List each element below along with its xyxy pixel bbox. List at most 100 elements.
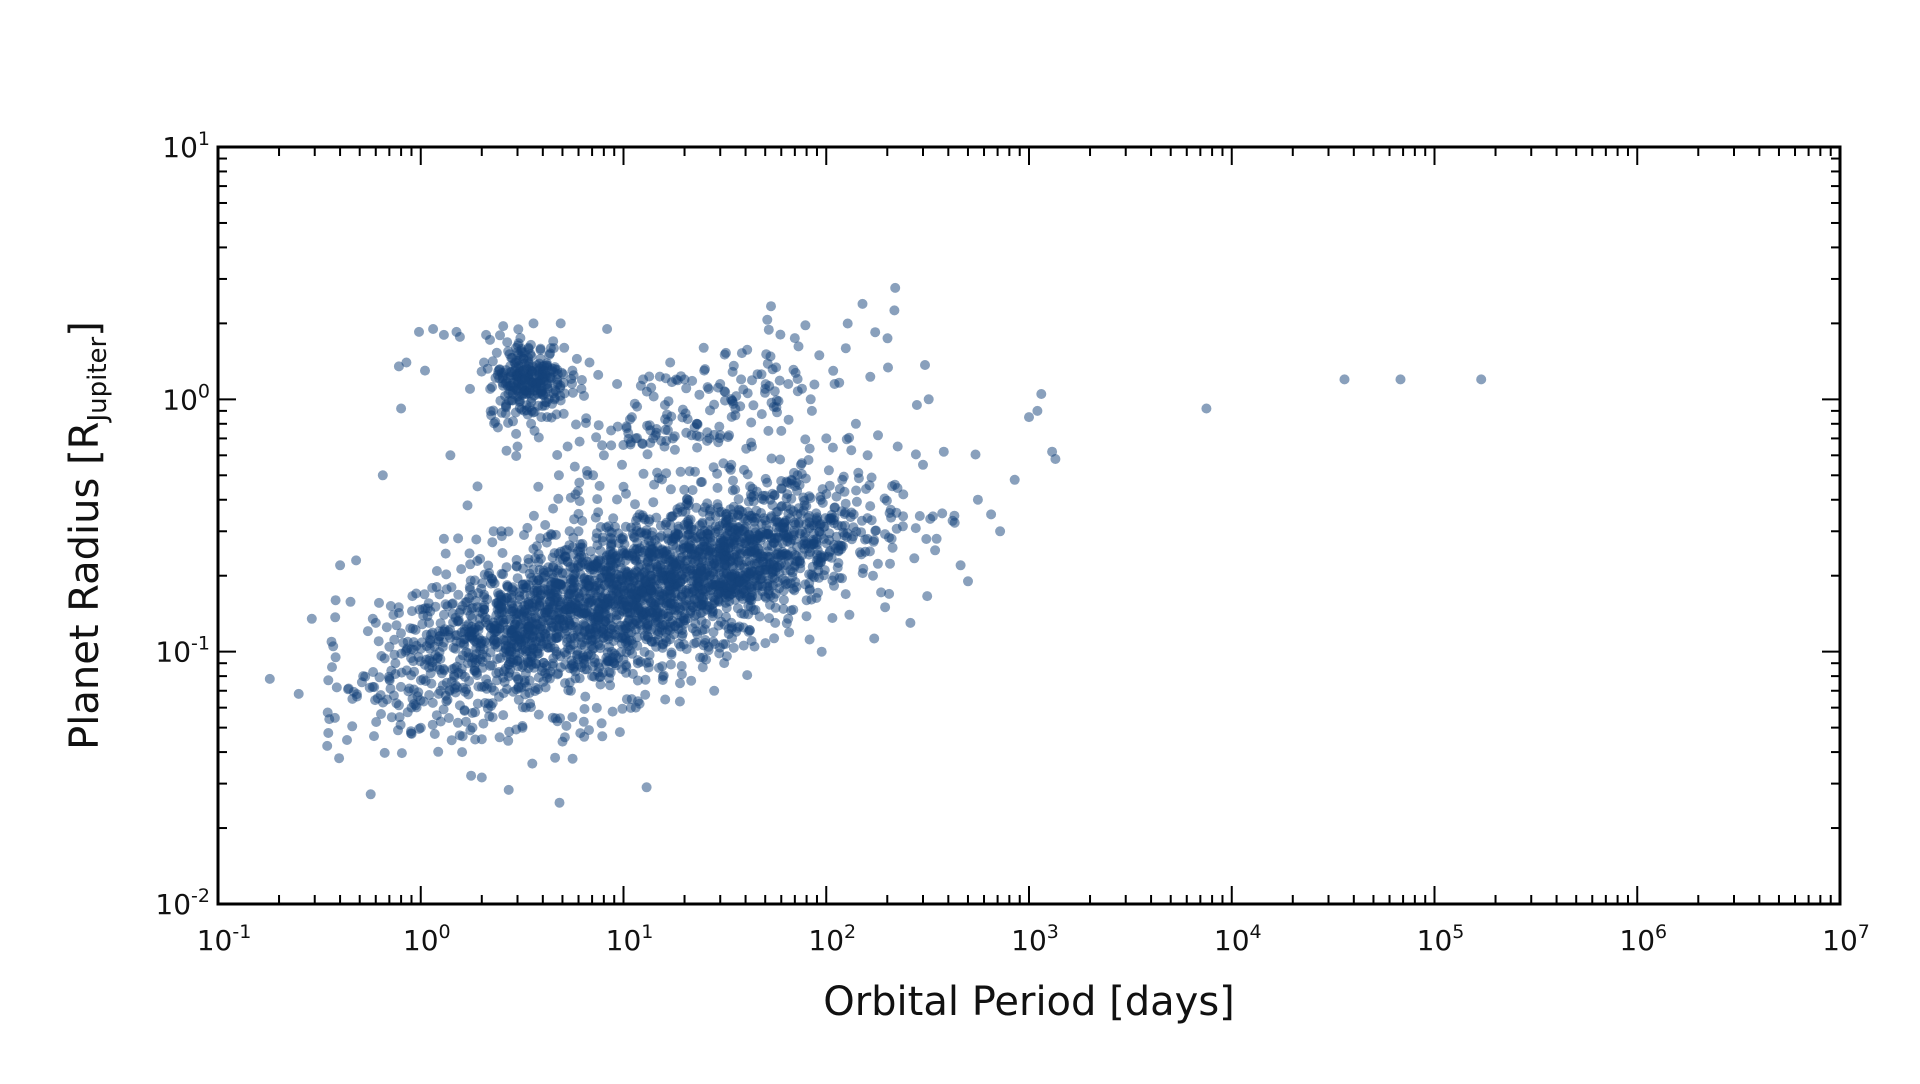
data-point: [630, 702, 641, 713]
data-point: [676, 669, 687, 680]
data-point: [581, 664, 592, 675]
data-point: [691, 418, 702, 429]
data-point: [512, 631, 523, 642]
data-point: [656, 435, 667, 446]
data-point: [443, 713, 454, 723]
data-point: [857, 515, 867, 526]
data-point: [785, 578, 796, 589]
data-point: [586, 635, 596, 646]
data-point: [537, 389, 548, 399]
data-point: [335, 560, 346, 571]
data-point: [834, 483, 845, 494]
data-point: [370, 617, 381, 628]
data-point: [1050, 454, 1061, 464]
data-point: [955, 560, 966, 571]
data-point: [840, 343, 851, 354]
data-point: [740, 546, 751, 557]
data-point: [780, 515, 791, 526]
data-point: [841, 434, 852, 445]
data-point: [523, 580, 534, 591]
data-point: [789, 560, 800, 571]
data-point: [593, 369, 604, 380]
data-point: [394, 608, 404, 618]
data-point: [362, 626, 373, 637]
data-point: [680, 408, 691, 419]
data-point: [632, 675, 643, 686]
data-point: [485, 383, 496, 394]
data-point: [702, 528, 713, 539]
data-point: [696, 592, 707, 603]
data-point: [760, 383, 771, 394]
data-point: [921, 534, 932, 544]
tick-exponent: 7: [1858, 921, 1870, 943]
data-point: [1395, 374, 1406, 385]
data-point: [498, 710, 509, 721]
data-point: [553, 668, 564, 679]
data-point: [727, 396, 738, 407]
data-point: [465, 610, 476, 621]
data-point: [715, 379, 726, 389]
data-point: [513, 674, 524, 685]
data-point: [588, 643, 599, 654]
data-point: [823, 465, 834, 476]
data-point: [552, 632, 563, 643]
tick-base: 10: [808, 924, 844, 957]
data-point: [564, 602, 575, 613]
data-point: [963, 576, 973, 587]
data-point: [800, 528, 811, 539]
tick-exponent: 0: [198, 380, 210, 402]
data-point: [492, 623, 503, 634]
data-point: [557, 736, 568, 747]
data-point: [862, 533, 873, 544]
data-point: [512, 441, 523, 452]
data-point: [754, 611, 765, 622]
data-point: [334, 753, 345, 764]
data-point: [560, 568, 571, 579]
data-point: [567, 387, 578, 398]
data-point: [736, 348, 747, 359]
data-point: [679, 484, 690, 495]
data-point: [461, 647, 472, 658]
data-point: [765, 532, 776, 543]
data-point: [373, 636, 384, 647]
data-point: [434, 631, 445, 642]
data-point: [428, 324, 439, 334]
data-point: [709, 685, 720, 696]
data-point: [850, 418, 861, 429]
data-point: [371, 717, 382, 727]
data-point: [785, 537, 796, 548]
data-point: [602, 324, 613, 334]
data-point: [670, 561, 681, 572]
data-point: [576, 551, 587, 561]
data-point: [646, 585, 657, 595]
data-point: [452, 717, 463, 728]
data-point: [687, 544, 698, 555]
data-point: [527, 758, 538, 769]
data-point: [920, 360, 930, 370]
data-point: [483, 570, 494, 581]
data-point: [728, 475, 738, 486]
data-point: [931, 533, 942, 544]
data-point: [603, 631, 614, 642]
data-point: [606, 534, 617, 544]
data-point: [702, 560, 713, 571]
data-point: [634, 571, 645, 582]
data-point: [909, 553, 920, 564]
data-point: [695, 565, 706, 576]
data-point: [443, 626, 454, 637]
data-point: [818, 534, 829, 544]
data-point: [533, 481, 544, 492]
data-point: [862, 450, 873, 461]
tick-base: 10: [1214, 924, 1250, 957]
data-point: [503, 735, 514, 746]
data-point: [880, 602, 891, 613]
data-point: [328, 641, 339, 652]
data-point: [784, 627, 795, 638]
data-point: [923, 394, 934, 405]
data-point: [753, 530, 763, 540]
data-point: [734, 523, 744, 534]
tick-exponent: 0: [439, 921, 451, 943]
data-point: [497, 548, 508, 558]
data-point: [327, 662, 337, 673]
data-point: [832, 520, 843, 531]
